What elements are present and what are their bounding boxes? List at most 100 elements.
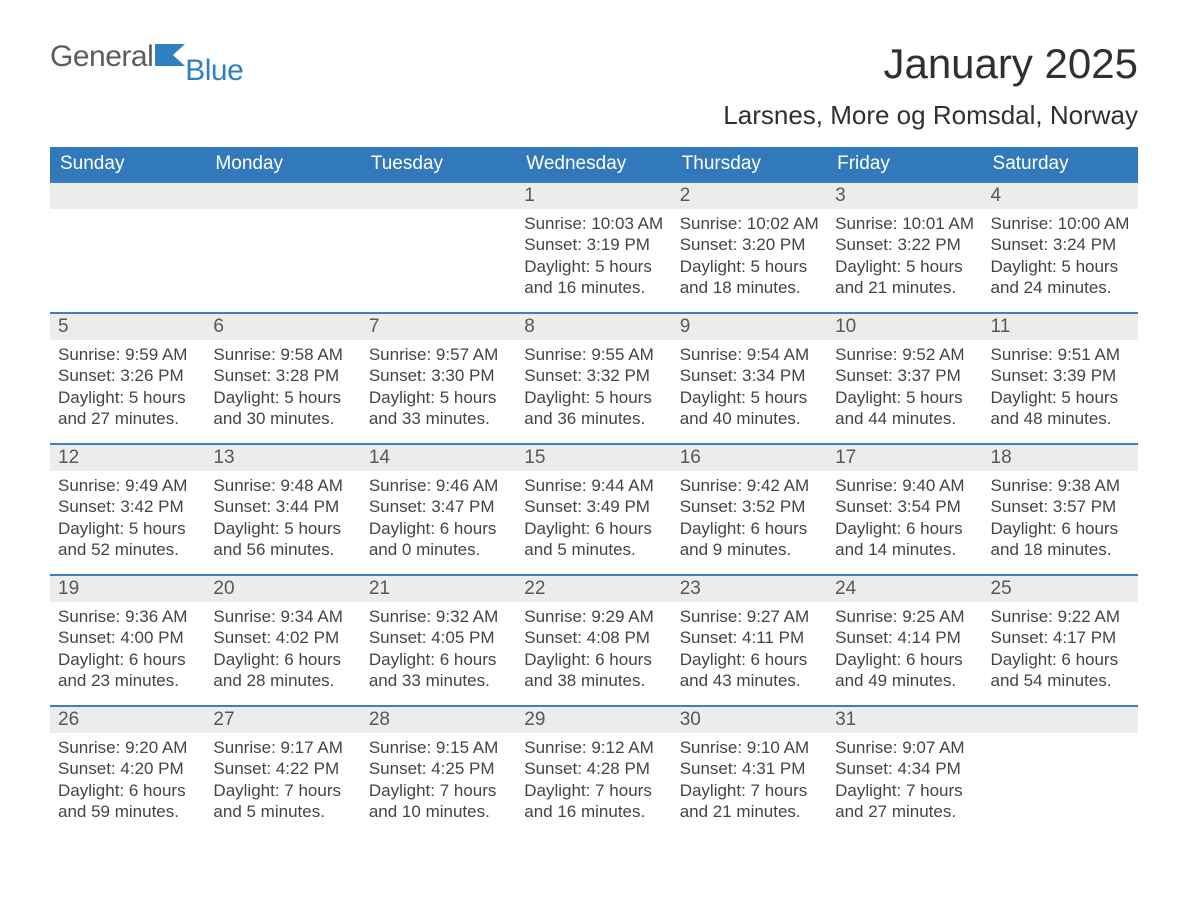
calendar-cell: 29Sunrise: 9:12 AMSunset: 4:28 PMDayligh… bbox=[516, 706, 671, 836]
sunset-text: Sunset: 4:28 PM bbox=[524, 758, 663, 779]
calendar-cell: 25Sunrise: 9:22 AMSunset: 4:17 PMDayligh… bbox=[983, 575, 1138, 706]
day-body: Sunrise: 9:38 AMSunset: 3:57 PMDaylight:… bbox=[983, 471, 1138, 574]
sunset-text: Sunset: 4:34 PM bbox=[835, 758, 974, 779]
day-number: 28 bbox=[361, 707, 516, 733]
sunrise-text: Sunrise: 9:20 AM bbox=[58, 737, 197, 758]
sunset-text: Sunset: 3:49 PM bbox=[524, 496, 663, 517]
sunrise-text: Sunrise: 9:57 AM bbox=[369, 344, 508, 365]
calendar-cell: 13Sunrise: 9:48 AMSunset: 3:44 PMDayligh… bbox=[205, 444, 360, 575]
calendar-cell bbox=[50, 182, 205, 313]
sunrise-text: Sunrise: 9:22 AM bbox=[991, 606, 1130, 627]
sunset-text: Sunset: 3:26 PM bbox=[58, 365, 197, 386]
calendar-cell: 16Sunrise: 9:42 AMSunset: 3:52 PMDayligh… bbox=[672, 444, 827, 575]
logo-general-text: General bbox=[50, 40, 153, 74]
calendar-cell: 28Sunrise: 9:15 AMSunset: 4:25 PMDayligh… bbox=[361, 706, 516, 836]
sunset-text: Sunset: 3:24 PM bbox=[991, 234, 1130, 255]
daylight2-text: and 36 minutes. bbox=[524, 408, 663, 429]
day-body: Sunrise: 9:20 AMSunset: 4:20 PMDaylight:… bbox=[50, 733, 205, 836]
daylight2-text: and 44 minutes. bbox=[835, 408, 974, 429]
day-number: 7 bbox=[361, 314, 516, 340]
sunrise-text: Sunrise: 9:46 AM bbox=[369, 475, 508, 496]
day-number: 12 bbox=[50, 445, 205, 471]
calendar-cell: 8Sunrise: 9:55 AMSunset: 3:32 PMDaylight… bbox=[516, 313, 671, 444]
daylight1-text: Daylight: 6 hours bbox=[835, 518, 974, 539]
daylight2-text: and 5 minutes. bbox=[524, 539, 663, 560]
daylight2-text: and 18 minutes. bbox=[991, 539, 1130, 560]
daylight1-text: Daylight: 5 hours bbox=[524, 256, 663, 277]
daylight1-text: Daylight: 5 hours bbox=[991, 387, 1130, 408]
calendar-cell: 10Sunrise: 9:52 AMSunset: 3:37 PMDayligh… bbox=[827, 313, 982, 444]
day-body: Sunrise: 9:40 AMSunset: 3:54 PMDaylight:… bbox=[827, 471, 982, 574]
header: General Blue January 2025 Larsnes, More … bbox=[50, 40, 1138, 143]
day-body bbox=[361, 209, 516, 289]
day-number: 14 bbox=[361, 445, 516, 471]
day-number: 21 bbox=[361, 576, 516, 602]
sunrise-text: Sunrise: 9:15 AM bbox=[369, 737, 508, 758]
day-body: Sunrise: 9:27 AMSunset: 4:11 PMDaylight:… bbox=[672, 602, 827, 705]
daylight1-text: Daylight: 7 hours bbox=[213, 780, 352, 801]
calendar-cell bbox=[983, 706, 1138, 836]
daylight1-text: Daylight: 5 hours bbox=[524, 387, 663, 408]
day-number: 25 bbox=[983, 576, 1138, 602]
daylight1-text: Daylight: 7 hours bbox=[835, 780, 974, 801]
calendar-cell: 2Sunrise: 10:02 AMSunset: 3:20 PMDayligh… bbox=[672, 182, 827, 313]
day-number: 30 bbox=[672, 707, 827, 733]
sunrise-text: Sunrise: 9:51 AM bbox=[991, 344, 1130, 365]
calendar-cell: 21Sunrise: 9:32 AMSunset: 4:05 PMDayligh… bbox=[361, 575, 516, 706]
day-body: Sunrise: 9:44 AMSunset: 3:49 PMDaylight:… bbox=[516, 471, 671, 574]
calendar-week-row: 26Sunrise: 9:20 AMSunset: 4:20 PMDayligh… bbox=[50, 706, 1138, 836]
sunset-text: Sunset: 4:31 PM bbox=[680, 758, 819, 779]
daylight1-text: Daylight: 5 hours bbox=[680, 256, 819, 277]
sunset-text: Sunset: 4:08 PM bbox=[524, 627, 663, 648]
calendar-cell: 14Sunrise: 9:46 AMSunset: 3:47 PMDayligh… bbox=[361, 444, 516, 575]
sunrise-text: Sunrise: 10:00 AM bbox=[991, 213, 1130, 234]
day-number: 15 bbox=[516, 445, 671, 471]
sunrise-text: Sunrise: 9:32 AM bbox=[369, 606, 508, 627]
day-number: 2 bbox=[672, 183, 827, 209]
day-header: Thursday bbox=[672, 147, 827, 182]
daylight2-text: and 16 minutes. bbox=[524, 277, 663, 298]
sunset-text: Sunset: 4:25 PM bbox=[369, 758, 508, 779]
logo-blue-text: Blue bbox=[185, 54, 243, 88]
calendar-cell: 1Sunrise: 10:03 AMSunset: 3:19 PMDayligh… bbox=[516, 182, 671, 313]
calendar-table: Sunday Monday Tuesday Wednesday Thursday… bbox=[50, 147, 1138, 836]
daylight2-text: and 5 minutes. bbox=[213, 801, 352, 822]
daylight1-text: Daylight: 6 hours bbox=[58, 649, 197, 670]
day-body: Sunrise: 9:07 AMSunset: 4:34 PMDaylight:… bbox=[827, 733, 982, 836]
daylight1-text: Daylight: 5 hours bbox=[58, 518, 197, 539]
daylight1-text: Daylight: 6 hours bbox=[680, 649, 819, 670]
day-body: Sunrise: 10:03 AMSunset: 3:19 PMDaylight… bbox=[516, 209, 671, 312]
day-number bbox=[983, 707, 1138, 733]
calendar-cell: 5Sunrise: 9:59 AMSunset: 3:26 PMDaylight… bbox=[50, 313, 205, 444]
day-body: Sunrise: 9:12 AMSunset: 4:28 PMDaylight:… bbox=[516, 733, 671, 836]
calendar-cell: 3Sunrise: 10:01 AMSunset: 3:22 PMDayligh… bbox=[827, 182, 982, 313]
sunset-text: Sunset: 3:28 PM bbox=[213, 365, 352, 386]
sunrise-text: Sunrise: 9:38 AM bbox=[991, 475, 1130, 496]
daylight1-text: Daylight: 6 hours bbox=[991, 518, 1130, 539]
day-body: Sunrise: 9:29 AMSunset: 4:08 PMDaylight:… bbox=[516, 602, 671, 705]
day-body: Sunrise: 9:25 AMSunset: 4:14 PMDaylight:… bbox=[827, 602, 982, 705]
daylight1-text: Daylight: 5 hours bbox=[835, 387, 974, 408]
day-number: 5 bbox=[50, 314, 205, 340]
daylight1-text: Daylight: 5 hours bbox=[58, 387, 197, 408]
sunrise-text: Sunrise: 9:49 AM bbox=[58, 475, 197, 496]
daylight1-text: Daylight: 5 hours bbox=[213, 518, 352, 539]
calendar-cell: 20Sunrise: 9:34 AMSunset: 4:02 PMDayligh… bbox=[205, 575, 360, 706]
sunset-text: Sunset: 3:57 PM bbox=[991, 496, 1130, 517]
daylight2-text: and 23 minutes. bbox=[58, 670, 197, 691]
calendar-cell: 9Sunrise: 9:54 AMSunset: 3:34 PMDaylight… bbox=[672, 313, 827, 444]
daylight2-text: and 10 minutes. bbox=[369, 801, 508, 822]
calendar-cell: 30Sunrise: 9:10 AMSunset: 4:31 PMDayligh… bbox=[672, 706, 827, 836]
calendar-cell: 15Sunrise: 9:44 AMSunset: 3:49 PMDayligh… bbox=[516, 444, 671, 575]
day-header: Tuesday bbox=[361, 147, 516, 182]
day-number: 3 bbox=[827, 183, 982, 209]
daylight2-text: and 30 minutes. bbox=[213, 408, 352, 429]
day-number: 4 bbox=[983, 183, 1138, 209]
daylight2-text: and 28 minutes. bbox=[213, 670, 352, 691]
day-number: 26 bbox=[50, 707, 205, 733]
daylight1-text: Daylight: 6 hours bbox=[524, 518, 663, 539]
day-body: Sunrise: 9:59 AMSunset: 3:26 PMDaylight:… bbox=[50, 340, 205, 443]
day-body: Sunrise: 9:42 AMSunset: 3:52 PMDaylight:… bbox=[672, 471, 827, 574]
daylight1-text: Daylight: 6 hours bbox=[835, 649, 974, 670]
daylight2-text: and 9 minutes. bbox=[680, 539, 819, 560]
